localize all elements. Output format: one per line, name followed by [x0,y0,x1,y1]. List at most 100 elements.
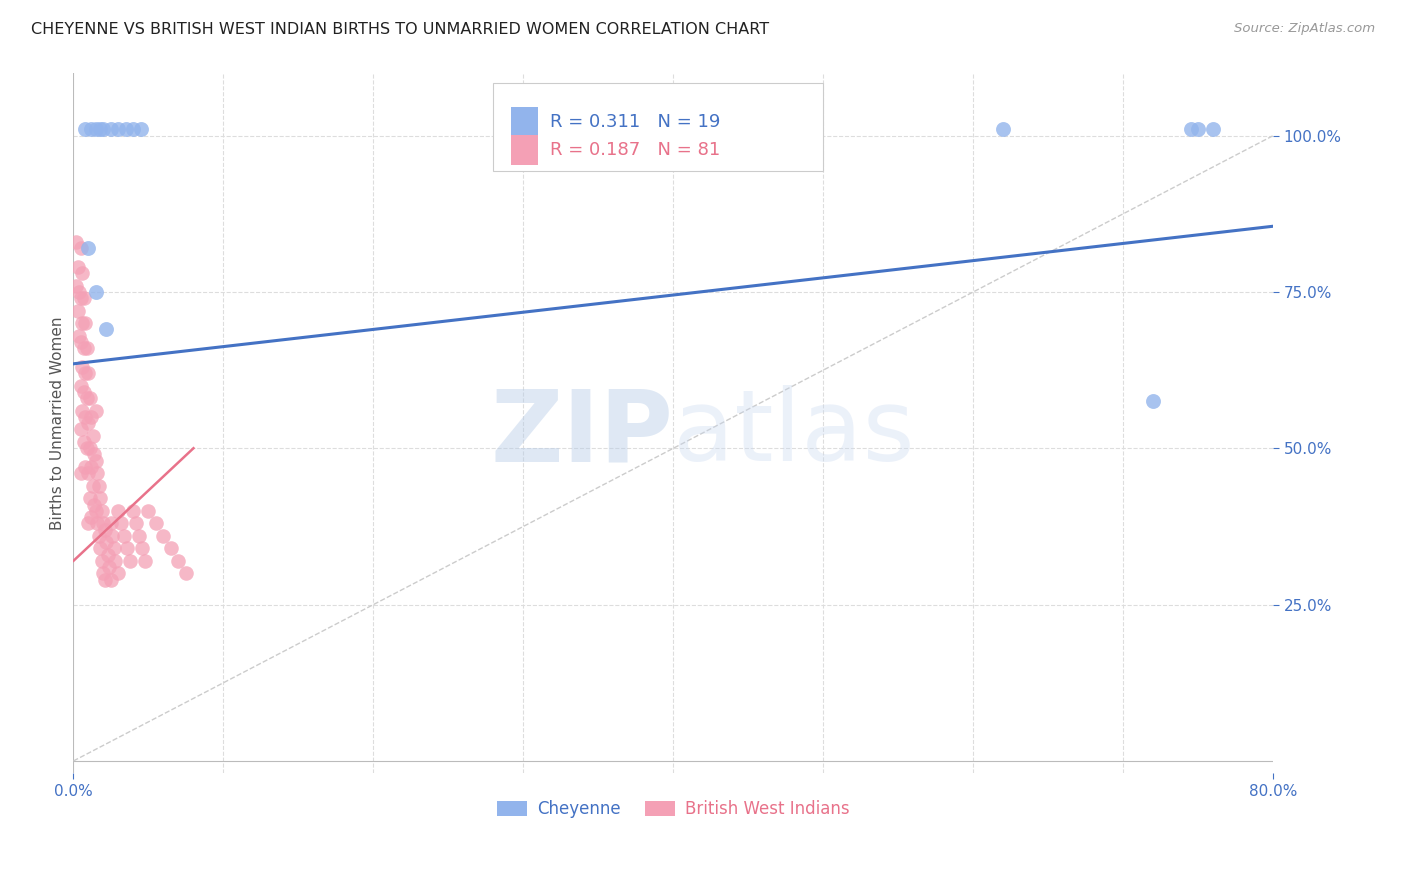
Point [77,467,100,481]
Point [91,554,114,568]
Point [96,322,118,336]
Point [77,416,100,430]
Point [117,541,139,556]
Point [1180,122,1202,136]
Point [122,504,145,518]
Point [66,303,89,318]
Text: R = 0.187   N = 81: R = 0.187 N = 81 [550,141,720,159]
Point [70,422,93,436]
Point [129,122,152,136]
Point [82,479,104,493]
Point [93,516,115,531]
Point [115,122,138,136]
Point [128,529,150,543]
Point [75,366,97,380]
Point [84,454,107,468]
Point [114,529,136,543]
Point [145,516,167,531]
Point [72,403,94,417]
Text: R = 0.311   N = 19: R = 0.311 N = 19 [550,112,720,130]
Point [94,573,117,587]
Point [86,516,108,531]
Point [100,573,122,587]
Point [76,441,98,455]
Point [160,541,183,556]
Point [79,441,101,455]
Point [80,409,103,424]
Point [73,384,96,399]
Point [138,504,160,518]
Point [79,391,101,405]
Bar [512,135,538,164]
Point [83,448,105,462]
Point [80,510,103,524]
Point [107,122,129,136]
Point [75,316,97,330]
Point [93,122,115,136]
Point [83,498,105,512]
Point [69,328,91,343]
Point [73,434,96,449]
Point [77,366,100,380]
Text: ZIP: ZIP [491,385,673,483]
Point [75,460,97,475]
Text: CHEYENNE VS BRITISH WEST INDIAN BIRTHS TO UNMARRIED WOMEN CORRELATION CHART: CHEYENNE VS BRITISH WEST INDIAN BIRTHS T… [31,22,769,37]
Point [89,491,111,506]
Point [120,554,142,568]
Text: atlas: atlas [673,385,915,483]
Point [97,548,120,562]
Legend: Cheyenne, British West Indians: Cheyenne, British West Indians [491,793,856,824]
Point [87,529,110,543]
Point [70,334,93,349]
Point [72,359,94,374]
Point [70,241,93,255]
Point [84,403,107,417]
Point [89,122,111,136]
Point [110,516,132,531]
Point [84,122,107,136]
Point [72,316,94,330]
Point [66,260,89,274]
Point [98,560,121,574]
Point [993,122,1015,136]
Point [134,554,156,568]
Bar [512,107,538,136]
FancyBboxPatch shape [494,84,824,171]
Point [77,516,100,531]
Point [89,541,111,556]
Point [104,554,127,568]
Point [100,122,122,136]
Point [588,122,610,136]
Point [1187,122,1209,136]
Point [65,235,87,249]
Point [84,285,107,299]
Point [84,504,107,518]
Point [76,391,98,405]
Point [82,428,104,442]
Point [152,529,174,543]
Y-axis label: Births to Unmarried Women: Births to Unmarried Women [51,317,65,530]
Point [77,241,100,255]
Point [86,467,108,481]
Point [72,266,94,280]
Point [93,566,115,581]
Point [94,523,117,537]
Point [69,285,91,299]
Point [87,479,110,493]
Point [70,467,93,481]
Point [70,291,93,305]
Point [73,291,96,305]
Point [107,504,129,518]
Point [75,122,97,136]
Point [167,554,190,568]
Point [1142,394,1164,409]
Point [100,516,122,531]
Point [65,278,87,293]
Point [125,516,148,531]
Point [76,341,98,355]
Point [73,341,96,355]
Point [122,122,145,136]
Point [103,541,125,556]
Point [174,566,197,581]
Point [75,409,97,424]
